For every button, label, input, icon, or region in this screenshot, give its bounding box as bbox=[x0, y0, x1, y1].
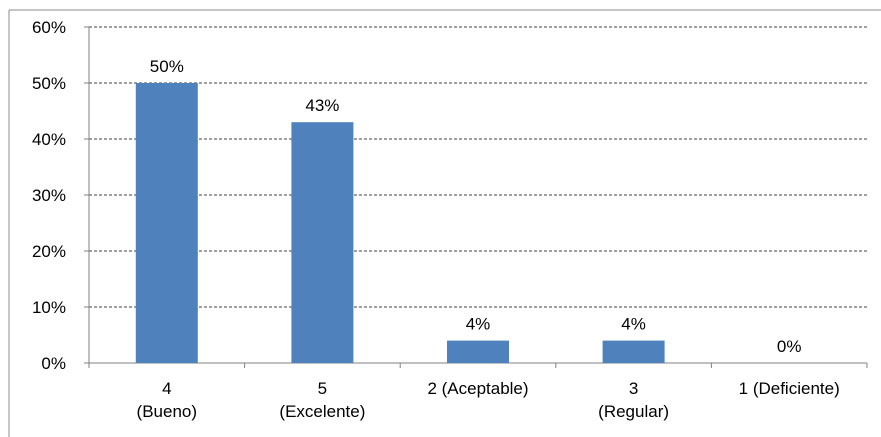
x-tick-label: 2 (Aceptable) bbox=[427, 379, 528, 398]
data-label: 0% bbox=[777, 337, 802, 356]
x-tick-label: 5 bbox=[318, 379, 327, 398]
data-labels: 50% 43% 4% 4% 0% bbox=[150, 57, 802, 356]
x-tick-label: 3 bbox=[629, 379, 638, 398]
x-tick-label: 4 bbox=[162, 379, 171, 398]
y-tick-label: 30% bbox=[32, 186, 66, 205]
data-label: 4% bbox=[621, 315, 646, 334]
x-tick-label: (Bueno) bbox=[137, 402, 197, 421]
data-label: 4% bbox=[466, 315, 491, 334]
y-tick-label: 40% bbox=[32, 130, 66, 149]
y-axis-ticks: 0% 10% 20% 30% 40% 50% 60% bbox=[32, 18, 89, 373]
y-tick-label: 0% bbox=[41, 354, 66, 373]
data-label: 43% bbox=[305, 96, 339, 115]
y-tick-label: 20% bbox=[32, 242, 66, 261]
bar bbox=[602, 340, 665, 363]
bar bbox=[447, 340, 509, 363]
y-tick-label: 60% bbox=[32, 18, 66, 37]
data-label: 50% bbox=[150, 57, 184, 76]
gridlines bbox=[89, 26, 867, 308]
x-tick-label: (Regular) bbox=[598, 402, 669, 421]
y-tick-label: 10% bbox=[32, 298, 66, 317]
x-tick-label: 1 (Deficiente) bbox=[739, 379, 840, 398]
y-tick-label: 50% bbox=[32, 74, 66, 93]
bars bbox=[135, 83, 665, 363]
bar bbox=[291, 122, 354, 363]
bar bbox=[135, 83, 198, 363]
x-tick-label: (Excelente) bbox=[279, 402, 365, 421]
category-labels: 4 (Bueno) 5 (Excelente) 2 (Aceptable) 3 (Regul… bbox=[137, 379, 840, 421]
